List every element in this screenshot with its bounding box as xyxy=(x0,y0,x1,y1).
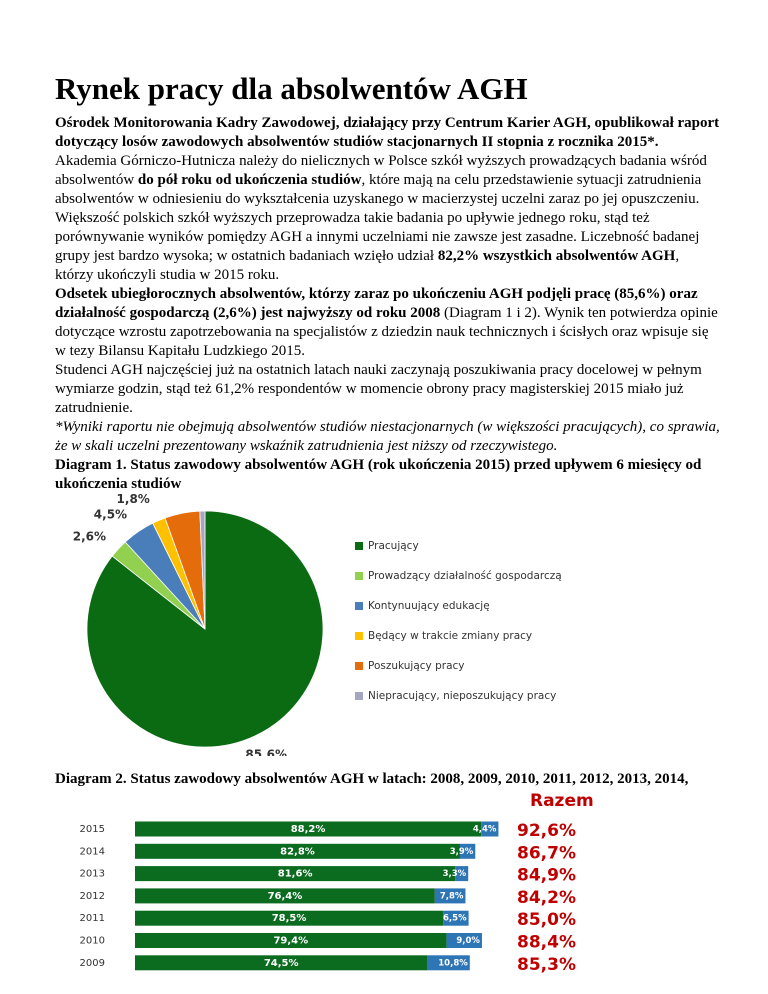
pie-chart: 85,6%2,6%4,5%1,8%4,8%0,7%PracującyProwad… xyxy=(73,494,562,756)
total-label: 84,2% xyxy=(517,888,576,908)
legend-label: Będący w trakcie zmiany pracy xyxy=(368,630,532,642)
y-tick-label: 2012 xyxy=(80,891,105,902)
caption: Diagram 2. Status zawodowy absolwentów A… xyxy=(55,771,689,787)
text-run: Studenci AGH najczęściej już na ostatnic… xyxy=(55,362,702,416)
legend-swatch xyxy=(355,602,363,610)
bar-segment xyxy=(459,843,476,859)
bar-segment xyxy=(135,933,447,948)
totals-title: Razem xyxy=(530,791,594,811)
y-tick-label: 2013 xyxy=(80,869,105,880)
bar-segment xyxy=(455,866,469,882)
caption: Diagram 1. Status zawodowy absolwentów A… xyxy=(55,457,702,492)
y-tick-label: 2009 xyxy=(80,958,105,969)
data-label: 6,5% xyxy=(443,914,467,924)
bar-segment xyxy=(135,955,428,971)
legend-swatch xyxy=(355,572,363,580)
text-run: (Diagram 1 i 2). Wynik ten potwierdza op… xyxy=(55,305,718,359)
text-run: Akademia Górniczo-Hutnicza należy do nie… xyxy=(55,153,707,188)
legend-label: Niepracujący, nieposzukujący pracy xyxy=(368,690,556,702)
text-run: , które mają na celu przedstawienie sytu… xyxy=(55,172,702,264)
title: Rynek pracy dla absolwentów AGH xyxy=(55,71,528,106)
data-label: 78,5% xyxy=(272,913,307,924)
bar-segment xyxy=(135,910,444,926)
data-label: 74,5% xyxy=(264,958,299,969)
bar-segment xyxy=(481,821,499,837)
data-label: 10,8% xyxy=(438,958,468,968)
text-run: , którzy ukończyli studia w 2015 roku. xyxy=(55,248,680,283)
data-label: 82,8% xyxy=(280,846,315,857)
text-run: do pół roku od ukończenia studiów xyxy=(137,172,362,188)
text-run: Ośrodek Monitorowania Kadry Zawodowej, d… xyxy=(55,115,720,150)
bar-segment xyxy=(135,821,482,837)
legend-swatch xyxy=(355,662,363,670)
data-label: 7,8% xyxy=(440,891,464,901)
paragraph: Akademia Górniczo-Hutnicza należy do nie… xyxy=(55,152,720,285)
text-run: *Wyniki raportu nie obejmują absolwentów… xyxy=(55,419,720,454)
data-label: 85,6% xyxy=(245,747,287,756)
legend-swatch xyxy=(355,542,363,550)
total-label: 84,9% xyxy=(517,866,576,886)
pie-slice xyxy=(86,510,324,748)
data-label: 79,4% xyxy=(273,936,308,947)
bar-segment xyxy=(427,955,470,971)
bar-segment xyxy=(434,888,466,904)
legend-swatch xyxy=(355,692,363,700)
paragraph: Studenci AGH najczęściej już na ostatnic… xyxy=(55,361,720,418)
bar-segment xyxy=(443,910,469,926)
data-label: 3,9% xyxy=(450,847,474,857)
paragraph: Odsetek ubiegłorocznych absolwentów, któ… xyxy=(55,285,720,361)
total-label: 85,0% xyxy=(517,910,576,930)
data-label: 3,3% xyxy=(443,869,467,879)
data-label: 4,4% xyxy=(473,825,497,835)
total-label: 86,7% xyxy=(517,843,576,863)
y-tick-label: 2010 xyxy=(80,936,105,947)
y-tick-label: 2015 xyxy=(80,824,105,835)
pie-slice xyxy=(199,510,206,630)
bar-segment xyxy=(135,843,460,859)
bar-segment xyxy=(135,888,435,904)
legend-label: Kontynuujący edukację xyxy=(368,600,490,612)
legend-label: Poszukujący pracy xyxy=(368,660,465,672)
body-text: Ośrodek Monitorowania Kadry Zawodowej, d… xyxy=(55,114,720,456)
bar-segment xyxy=(135,866,456,882)
paragraph: *Wyniki raportu nie obejmują absolwentów… xyxy=(55,418,720,456)
legend-label: Pracujący xyxy=(368,540,419,552)
data-label: 76,4% xyxy=(268,891,303,902)
bar-segment xyxy=(446,933,482,948)
y-tick-label: 2011 xyxy=(80,913,105,924)
bar-chart: Razem 2015 88,2% 4,4% 92,6% 2014 82,8% 3,9% 86,7… xyxy=(80,791,594,975)
paragraph: Ośrodek Monitorowania Kadry Zawodowej, d… xyxy=(55,114,720,152)
total-label: 85,3% xyxy=(517,955,576,975)
legend-swatch xyxy=(355,632,363,640)
text-run: 82,2% wszystkich absolwentów AGH xyxy=(437,248,676,264)
data-label: 2,6% xyxy=(73,530,106,544)
data-label: 81,6% xyxy=(278,869,313,880)
data-label: 4,5% xyxy=(94,508,127,522)
total-label: 92,6% xyxy=(517,821,576,841)
y-tick-label: 2014 xyxy=(80,846,105,857)
total-label: 88,4% xyxy=(517,933,576,953)
text-run: Odsetek ubiegłorocznych absolwentów, któ… xyxy=(55,286,698,321)
data-label: 9,0% xyxy=(456,936,480,946)
data-label: 88,2% xyxy=(291,824,326,835)
data-label: 1,8% xyxy=(117,494,150,506)
legend-label: Prowadzący działalność gospodarczą xyxy=(368,570,562,582)
